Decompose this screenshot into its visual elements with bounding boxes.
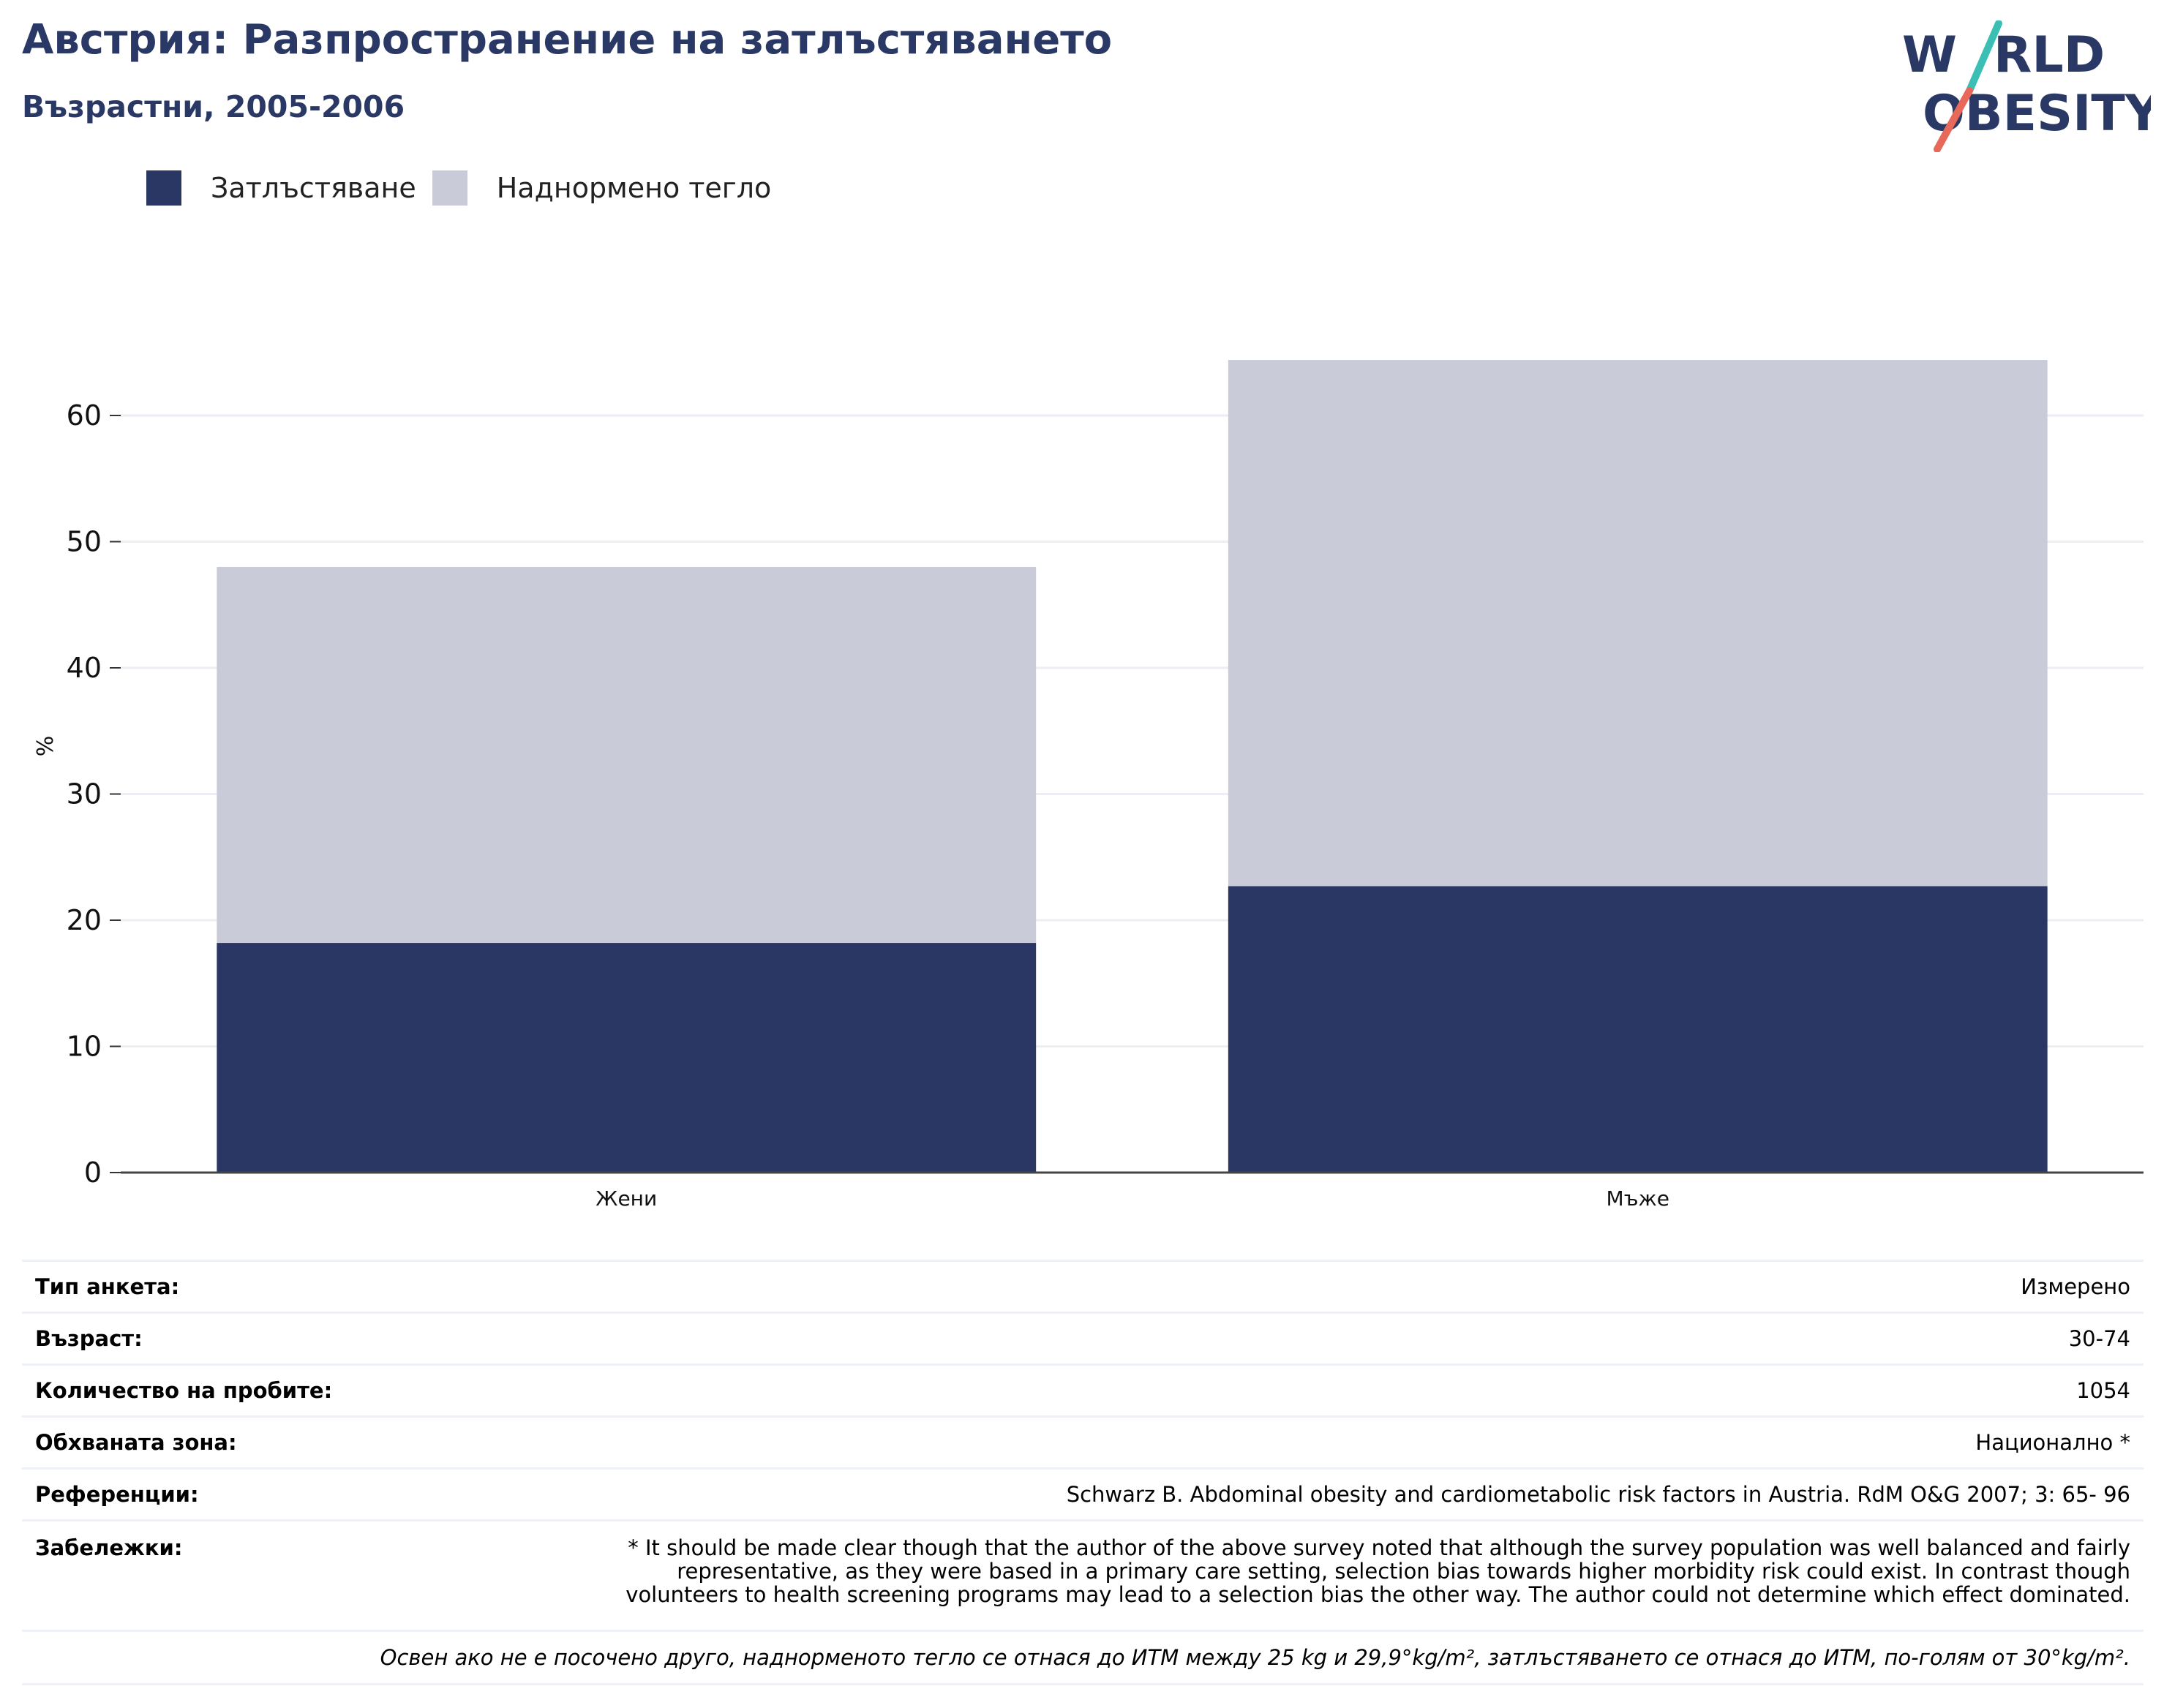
info-value: Измерено [487,1260,2144,1313]
info-row: Възраст: 30-74 [22,1312,2144,1365]
bar-overweight [1228,360,2048,887]
y-tick-label: 50 [67,526,102,558]
notes-value: * It should be made clear though that th… [487,1519,2144,1631]
info-value: Национално * [487,1415,2144,1469]
logo-text-world: W RLD [1902,26,2105,84]
info-key: Референции: [22,1467,487,1521]
info-value: 30-74 [487,1312,2144,1365]
info-value: Schwarz B. Abdominal obesity and cardiom… [487,1467,2144,1521]
info-key: Тип анкета: [22,1260,487,1313]
notes-line: representative, as they were based in a … [677,1559,2130,1584]
y-axis-label: % [33,736,59,757]
legend-swatch-obesity [146,170,181,206]
footnote-row: Освен ако не е посочено друго, наднормен… [22,1630,2144,1685]
info-key: Обхваната зона: [22,1415,487,1469]
notes-line: * It should be made clear though that th… [628,1535,2130,1560]
notes-key: Забележки: [22,1519,487,1631]
footnote: Освен ако не е посочено друго, наднормен… [22,1630,2144,1685]
bar-obesity [217,943,1037,1173]
bar-overweight [217,567,1037,944]
legend-item-overweight[interactable]: Наднормено тегло [432,170,772,206]
info-row: Количество на пробите: 1054 [22,1363,2144,1417]
chart-legend: Затлъстяване Наднормено тегло [146,168,787,208]
y-tick-label: 20 [67,904,102,936]
legend-label-overweight: Наднормено тегло [496,172,772,204]
legend-swatch-overweight [432,170,467,206]
info-row-notes: Забележки: * It should be made clear thou… [22,1519,2144,1631]
legend-label-obesity: Затлъстяване [211,172,416,204]
world-obesity-logo: W RLD OBESITY [1902,20,2151,152]
legend-item-obesity[interactable]: Затлъстяване [146,170,416,206]
x-tick-label: Мъже [1607,1186,1669,1211]
info-row: Тип анкета: Измерено [22,1260,2144,1313]
bar-obesity [1228,886,2048,1173]
info-key: Възраст: [22,1312,487,1365]
info-row: Референции: Schwarz B. Abdominal obesity … [22,1467,2144,1521]
x-tick-label: Жени [596,1186,657,1211]
y-tick-label: 10 [67,1031,102,1063]
logo-slash-red [1934,87,1973,152]
bar-chart: 0 10 20 30 40 50 60% Жени Мъже [33,360,2144,1211]
info-value: 1054 [487,1363,2144,1417]
logo-slash-teal [1966,20,2002,94]
chart-title: Австрия: Разпространение на затлъстяване… [22,16,1113,64]
y-tick-label: 0 [84,1156,102,1189]
info-row: Обхваната зона: Национално * [22,1415,2144,1469]
y-tick-label: 40 [67,652,102,684]
survey-info-table: Тип анкета: Измерено Възраст: 30-74 Количест… [22,1260,2144,1685]
y-tick-label: 60 [67,399,102,432]
chart-subtitle: Възрастни, 2005-2006 [22,89,405,124]
y-tick-label: 30 [67,778,102,810]
notes-line: volunteers to health screening programs … [625,1582,2130,1607]
info-key: Количество на пробите: [22,1363,487,1417]
